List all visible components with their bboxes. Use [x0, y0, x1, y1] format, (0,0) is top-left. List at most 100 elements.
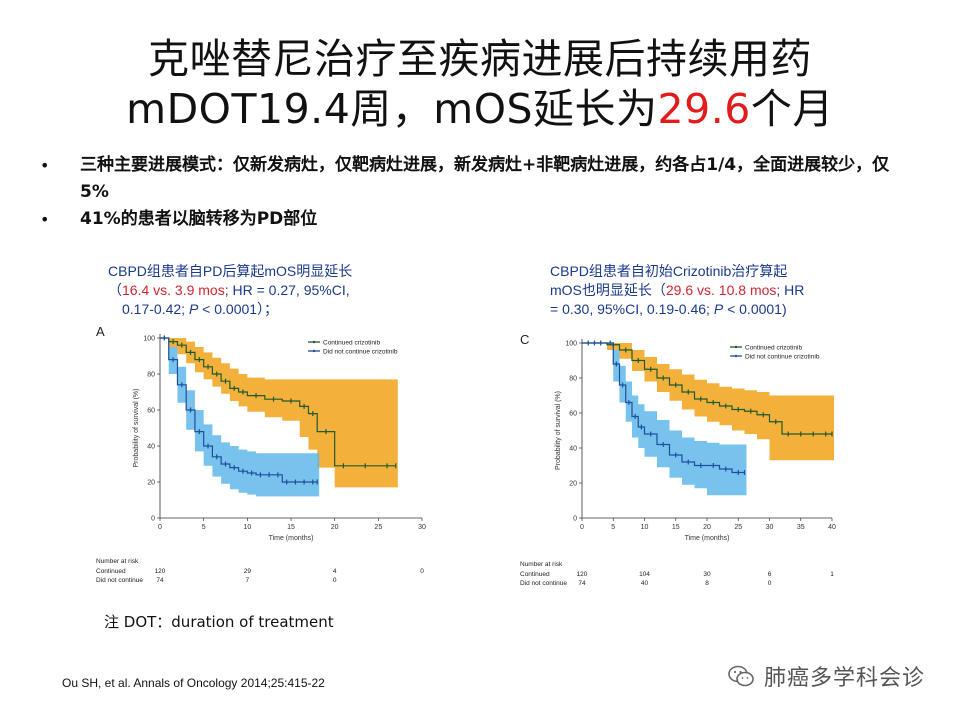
bullet-marker: •	[40, 156, 50, 175]
caption-c-highlight: 29.6 vs. 10.8 mos	[665, 282, 777, 298]
km-chart-panel-c: C 0 20 40 60 80 100 0 5 10 15 20 25 30 35 40 Time (month…	[512, 326, 852, 596]
km-a-risk-value: 0	[420, 568, 424, 575]
caption-a-p-value: < 0.0001）；	[198, 301, 279, 317]
caption-a-highlight: 16.4 vs. 3.9 mos	[122, 282, 225, 298]
km-a-x-tick-label: 5	[202, 524, 206, 531]
km-c-x-tick-label: 20	[703, 524, 711, 531]
km-a-panel-letter: A	[96, 324, 105, 339]
km-c-risk-row-label: Continued	[520, 571, 550, 578]
wechat-icon	[728, 665, 754, 687]
caption-a-hr: ; HR = 0.27, 95%CI,	[224, 282, 350, 298]
bullet-item: • 41%的患者以脑转移为PD部位	[40, 206, 930, 233]
caption-c-ci: = 0.30, 95%CI, 0.19-0.46;	[550, 301, 714, 317]
km-c-y-axis-label: Probability of survival (%)	[555, 391, 562, 470]
caption-a-line3: 0.17-0.42; P < 0.0001）；	[108, 300, 428, 319]
km-c-panel-letter: C	[520, 332, 529, 347]
km-c-risk-value: 120	[577, 571, 588, 578]
km-c-y-tick-label: 80	[569, 376, 577, 383]
km-c-x-tick-label: 0	[580, 524, 584, 531]
km-a-x-tick-label: 10	[243, 524, 251, 531]
km-c-risk-value: 74	[578, 580, 586, 587]
km-c-x-tick-label: 35	[797, 524, 805, 531]
km-a-y-tick-label: 40	[147, 444, 155, 451]
km-c-y-tick-label: 20	[569, 481, 577, 488]
km-a-x-axis-label: Time (months)	[269, 535, 314, 542]
km-a-ci-band-not-continued	[160, 338, 320, 497]
caption-c-prefix: mOS也明显延长（	[550, 282, 666, 298]
km-c-legend-marker	[734, 354, 738, 358]
km-c-risk-value: 104	[639, 571, 650, 578]
caption-a-line2: （16.4 vs. 3.9 mos; HR = 0.27, 95%CI,	[108, 281, 428, 300]
km-a-x-tick-label: 0	[158, 524, 162, 531]
caption-a-p-symbol: P	[188, 301, 199, 317]
km-a-y-tick-label: 20	[147, 480, 155, 487]
km-c-y-tick-label: 40	[569, 446, 577, 453]
km-a-x-tick-label: 25	[374, 524, 382, 531]
km-c-x-tick-label: 10	[641, 524, 649, 531]
km-a-legend-marker	[312, 340, 316, 344]
km-a-legend-label: Did not continue crizotinib	[323, 348, 398, 355]
citation: Ou SH, et al. Annals of Oncology 2014;25…	[62, 676, 325, 690]
km-a-survival-line-continued	[160, 337, 396, 467]
km-c-x-tick-label: 40	[828, 524, 836, 531]
watermark-text: 肺癌多学科会诊	[764, 666, 926, 691]
caption-a-ci: 0.17-0.42;	[122, 301, 189, 317]
caption-panel-a: CBPD组患者自PD后算起mOS明显延长 （16.4 vs. 3.9 mos; …	[108, 262, 428, 319]
km-c-ci-band-continued	[582, 343, 834, 461]
km-c-x-axis-label: Time (months)	[685, 535, 730, 542]
km-c-legend-label: Continued crizotinib	[745, 344, 802, 351]
km-a-y-tick-label: 100	[143, 336, 155, 343]
bullet-marker: •	[40, 210, 50, 229]
caption-c-p-value: < 0.0001)	[723, 301, 787, 317]
caption-c-hr: ; HR	[776, 282, 805, 298]
title-highlight-value: 29.6	[657, 85, 751, 133]
km-a-legend-label: Continued crizotinib	[323, 339, 380, 346]
km-c-x-tick-label: 25	[734, 524, 742, 531]
bullet-text: 三种主要进展模式：仅新发病灶，仅靶病灶进展，新发病灶+非靶病灶进展，约各占1/4…	[80, 155, 890, 202]
title-line-2-prefix: mDOT19.4周，mOS延长为	[126, 85, 658, 133]
bullet-text: 41%的患者以脑转移为PD部位	[80, 209, 318, 229]
title-line-2: mDOT19.4周，mOS延长为29.6个月	[0, 84, 960, 134]
slide-title: 克唑替尼治疗至疾病进展后持续用药 mDOT19.4周，mOS延长为29.6个月	[0, 34, 960, 134]
title-line-2-suffix: 个月	[750, 85, 834, 133]
km-a-y-tick-label: 80	[147, 372, 155, 379]
km-c-risk-value: 40	[641, 580, 649, 587]
km-c-y-tick-label: 0	[573, 516, 577, 523]
km-a-legend-marker	[312, 349, 316, 353]
km-c-legend-label: Did not continue crizotinib	[745, 353, 820, 360]
km-a-x-tick-label: 20	[331, 524, 339, 531]
km-c-risk-value: 0	[768, 580, 772, 587]
km-a-risk-row-label: Continued	[96, 568, 126, 575]
bullet-item: • 三种主要进展模式：仅新发病灶，仅靶病灶进展，新发病灶+非靶病灶进展，约各占1…	[40, 152, 930, 206]
km-a-risk-value: 29	[244, 568, 252, 575]
km-c-x-tick-label: 5	[611, 524, 615, 531]
caption-a-line1: CBPD组患者自PD后算起mOS明显延长	[108, 263, 353, 279]
caption-c-line2: mOS也明显延长（29.6 vs. 10.8 mos; HR	[550, 281, 870, 300]
km-a-risk-value: 120	[155, 568, 166, 575]
km-c-legend-marker	[734, 345, 738, 349]
caption-c-p-symbol: P	[713, 301, 724, 317]
km-a-y-axis-label: Probability of survival (%)	[133, 389, 140, 468]
km-a-risk-value: 0	[333, 577, 337, 584]
km-c-ci-band-not-continued	[582, 343, 747, 496]
km-chart-panel-a: A 0 20 40 60 80 100 0 5 10 15 20 25 30 Time (months) Pr…	[92, 322, 442, 592]
caption-a-paren: （	[108, 282, 122, 298]
km-a-survival-line-not-continued	[160, 337, 318, 483]
caption-panel-c: CBPD组患者自初始Crizotinib治疗算起 mOS也明显延长（29.6 v…	[550, 262, 870, 319]
caption-c-line1: CBPD组患者自初始Crizotinib治疗算起	[550, 263, 788, 279]
km-a-x-tick-label: 30	[418, 524, 426, 531]
km-a-y-tick-label: 60	[147, 408, 155, 415]
watermark: 肺癌多学科会诊	[728, 660, 925, 692]
km-a-ci-band-continued	[160, 338, 398, 488]
km-a-y-tick-label: 0	[151, 516, 155, 523]
km-c-risk-header: Number at risk	[520, 561, 563, 568]
caption-c-line3: = 0.30, 95%CI, 0.19-0.46; P < 0.0001)	[550, 300, 870, 319]
km-c-x-tick-label: 15	[672, 524, 680, 531]
km-c-risk-row-label: Did not continue	[520, 580, 567, 587]
km-c-y-tick-label: 100	[565, 341, 577, 348]
bullet-list: • 三种主要进展模式：仅新发病灶，仅靶病灶进展，新发病灶+非靶病灶进展，约各占1…	[40, 152, 930, 233]
km-c-risk-value: 30	[703, 571, 711, 578]
footnote-dot: 注 DOT：duration of treatment	[104, 613, 334, 631]
